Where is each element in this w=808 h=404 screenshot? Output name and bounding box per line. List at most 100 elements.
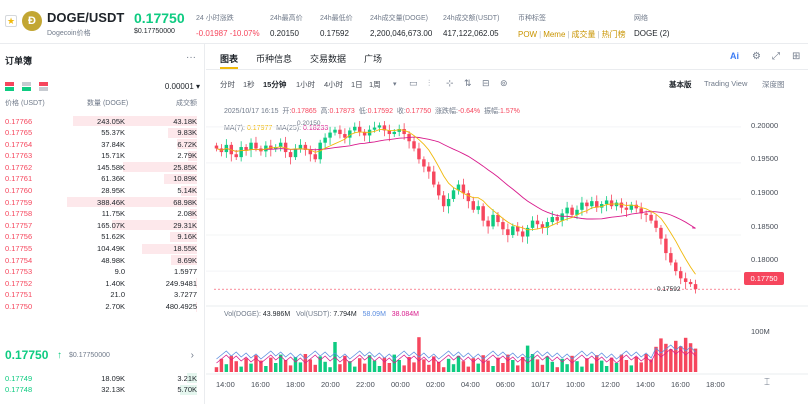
interval-1d[interactable]: 1日 <box>351 80 363 89</box>
network-value[interactable]: DOGE (2) <box>634 29 670 38</box>
tag-hot[interactable]: 热门榜 <box>601 30 626 39</box>
view-tradingview[interactable]: Trading View <box>704 79 748 88</box>
both-sides-icon[interactable] <box>5 82 14 91</box>
volume-bar <box>540 364 545 372</box>
volume-bar <box>348 361 352 372</box>
volume-bar <box>214 367 219 372</box>
candle-up <box>348 130 352 138</box>
bids-only-icon[interactable] <box>22 82 31 91</box>
ask-row[interactable]: 0.17766 243.05K 43.18K <box>0 115 205 127</box>
bid-row[interactable]: 0.17748 32.13K 5.70K <box>0 384 205 396</box>
interval-1h[interactable]: 1小时 <box>296 80 316 89</box>
candle-down <box>283 142 288 153</box>
favorite-star-icon[interactable]: ★ <box>5 15 17 27</box>
volume-bar <box>402 365 406 372</box>
interval-15m[interactable]: 15分钟 <box>263 80 287 89</box>
volume-bar <box>624 360 629 372</box>
view-basic[interactable]: 基本版 <box>669 80 692 89</box>
mid-price-row[interactable]: 0.17750 ↑ $0.17750000 › <box>5 346 197 366</box>
volume-bar <box>565 364 569 372</box>
ohlc-close: 0.17750 <box>405 108 432 115</box>
ai-icon[interactable]: Ai <box>730 51 739 61</box>
interval-4h[interactable]: 4小时 <box>324 80 344 89</box>
coin-price-link[interactable]: Dogecoin价格 <box>47 30 91 37</box>
tick-size-select[interactable]: 0.00001 ▾ <box>164 82 200 91</box>
volume-bar <box>659 338 663 372</box>
interval-more-icon[interactable]: ▾ <box>393 81 397 88</box>
ask-price: 0.17754 <box>5 255 33 265</box>
interval-1w[interactable]: 1周 <box>369 80 381 89</box>
volume-bar <box>466 366 471 372</box>
volume-bar <box>372 360 377 372</box>
ask-row[interactable]: 0.17750 2.70K 480.4925 <box>0 301 205 313</box>
volume-bar <box>328 367 332 372</box>
ask-row[interactable]: 0.17763 15.71K 2.79K <box>0 150 205 162</box>
tab-coin-info[interactable]: 币种信息 <box>256 54 293 64</box>
x-tick: 04:00 <box>461 380 480 389</box>
tab-trading-data[interactable]: 交易数据 <box>310 54 347 64</box>
grid-layout-icon[interactable]: ⊞ <box>792 51 801 62</box>
candle-down <box>644 213 648 215</box>
ohlc-change: -0.64% <box>457 108 481 115</box>
settings-icon[interactable]: ⚙ <box>752 51 761 62</box>
candle-up <box>372 127 377 130</box>
chevron-right-icon[interactable]: › <box>190 350 194 361</box>
ask-row[interactable]: 0.17754 48.98K 8.69K <box>0 254 205 266</box>
asks-only-icon[interactable] <box>39 82 48 91</box>
ask-qty: 21.0 <box>110 290 125 300</box>
depth-bar <box>170 231 197 242</box>
tag-meme[interactable]: Meme <box>543 30 566 39</box>
tab-square[interactable]: 广场 <box>364 54 383 64</box>
compare-icon[interactable]: ⇅ <box>464 78 472 88</box>
ask-row[interactable]: 0.17757 165.07K 29.31K <box>0 219 205 231</box>
ask-row[interactable]: 0.17764 37.84K 6.72K <box>0 138 205 150</box>
interval-line[interactable]: 分时 <box>220 80 235 89</box>
volume-bar <box>456 355 461 372</box>
draw-tools-icon[interactable]: ⊹ <box>446 78 454 88</box>
volume-bar <box>422 359 426 372</box>
volume-bar <box>471 358 476 372</box>
ask-price: 0.17765 <box>5 128 33 138</box>
tab-chart[interactable]: 图表 <box>220 54 239 64</box>
mid-price-usd: $0.17750000 <box>69 352 110 359</box>
candle-down <box>520 231 525 237</box>
volume-bar <box>570 355 574 372</box>
candle-down <box>501 222 505 230</box>
ohlc-open: 0.17865 <box>291 108 317 115</box>
ask-row[interactable]: 0.17751 21.0 3.7277 <box>0 289 205 301</box>
more-icon[interactable]: ··· <box>186 52 196 63</box>
ask-row[interactable]: 0.17752 1.40K 249.9481 <box>0 277 205 289</box>
ask-row[interactable]: 0.17765 55.37K 9.83K <box>0 127 205 139</box>
candle-style-icon[interactable]: ⫶ <box>428 78 431 88</box>
layout-icon[interactable]: ⊟ <box>482 78 490 88</box>
bid-row[interactable]: 0.17749 18.09K 3.21K <box>0 372 205 384</box>
ask-qty: 1.40K <box>105 278 125 288</box>
indicator-icon[interactable]: ▭ <box>409 78 418 88</box>
ask-row[interactable]: 0.17762 145.58K 25.85K <box>0 161 205 173</box>
volume-bar <box>609 357 614 372</box>
pair-name[interactable]: DOGE/USDT <box>47 10 125 25</box>
view-depth[interactable]: 深度图 <box>762 80 785 89</box>
bid-total: 3.21K <box>177 373 197 383</box>
ask-row[interactable]: 0.17756 51.62K 9.16K <box>0 231 205 243</box>
scale-icon[interactable]: ⌶ <box>764 377 770 388</box>
volume-bar <box>496 357 500 372</box>
expand-icon[interactable]: ⤢ <box>772 51 780 62</box>
ask-row[interactable]: 0.17760 28.95K 5.14K <box>0 185 205 197</box>
order-book: 订单簿 ··· 0.00001 ▾ 价格 (USDT) 数量 (DOGE) 成交… <box>0 44 205 404</box>
volume-bar <box>239 366 243 372</box>
volume-bar <box>357 358 362 372</box>
interval-1s[interactable]: 1秒 <box>243 80 255 89</box>
tag-volume[interactable]: 成交量 <box>571 30 596 39</box>
ask-row[interactable]: 0.17758 11.75K 2.08K <box>0 208 205 220</box>
candlestick-chart[interactable] <box>206 44 808 404</box>
bid-rows: 0.17749 18.09K 3.21K 0.17748 32.13K 5.70K <box>0 372 205 395</box>
chart-settings-icon[interactable]: ⊚ <box>500 78 508 88</box>
ask-row[interactable]: 0.17755 104.49K 18.55K <box>0 243 205 255</box>
ask-row[interactable]: 0.17761 61.36K 10.89K <box>0 173 205 185</box>
tag-pow[interactable]: POW <box>518 30 538 39</box>
ask-total: 25.85K <box>173 162 197 172</box>
ask-row[interactable]: 0.17759 388.46K 68.98K <box>0 196 205 208</box>
ask-row[interactable]: 0.17753 9.0 1.5977 <box>0 266 205 278</box>
coin-tags: POW | Meme | 成交量 | 热门榜 <box>518 30 626 39</box>
